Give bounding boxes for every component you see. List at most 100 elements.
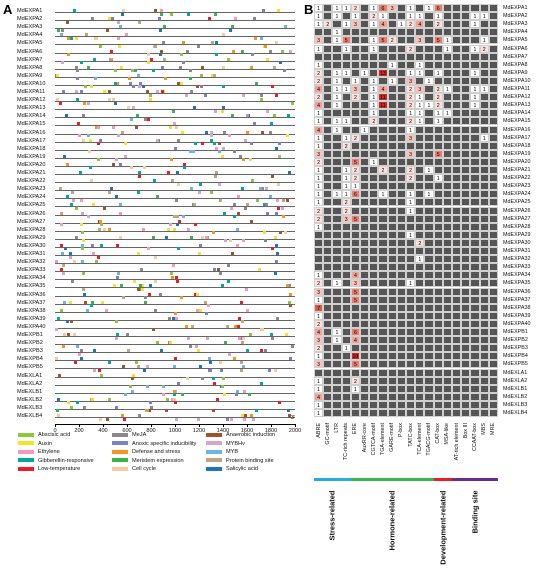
- motif-mark: [275, 243, 279, 247]
- category-bar: [452, 478, 498, 482]
- promoter-line: [55, 417, 295, 418]
- heatmap-cell: 2: [350, 93, 360, 102]
- heatmap-cell: 7: [314, 303, 324, 312]
- promoter-line: [55, 141, 295, 143]
- heatmap-cell: [424, 247, 434, 256]
- motif-mark: [70, 190, 74, 194]
- heatmap-cell: [378, 149, 388, 158]
- heatmap-cell: [461, 384, 471, 393]
- promoter-line: [55, 198, 295, 200]
- gene-label: MdEXPA3: [17, 24, 43, 31]
- motif-mark: [126, 333, 130, 336]
- motif-mark: [192, 203, 196, 207]
- heatmap-cell: [396, 190, 406, 199]
- heatmap-cell: [323, 85, 333, 94]
- heatmap-cell: 5: [350, 157, 360, 166]
- gene-label: MdEXPA32: [17, 259, 46, 266]
- motif-mark: [200, 85, 204, 89]
- heatmap-cell: [424, 174, 434, 183]
- heatmap-cell: [424, 255, 434, 264]
- motif-mark: [80, 243, 84, 247]
- motif-mark: [171, 397, 175, 401]
- motif-mark: [80, 349, 84, 353]
- motif-mark: [213, 12, 217, 16]
- motif-mark: [142, 166, 146, 170]
- heatmap-column-label: CGTCA-motif: [370, 423, 377, 456]
- heatmap-cell: [332, 311, 342, 320]
- heatmap-cell: [332, 263, 342, 272]
- heatmap-cell: [488, 319, 498, 328]
- heatmap-cell: [360, 247, 370, 256]
- heatmap-cell: [378, 255, 388, 264]
- motif-mark: [174, 417, 178, 421]
- motif-mark: [137, 190, 141, 194]
- heatmap-row-label: MdEXPA12: [503, 94, 531, 101]
- heatmap-cell: [461, 28, 471, 37]
- motif-mark: [277, 206, 281, 210]
- promoter-line: [55, 384, 295, 386]
- motif-mark: [73, 9, 77, 12]
- heatmap-cell: [461, 271, 471, 280]
- motif-mark: [160, 349, 164, 353]
- heatmap-cell: [378, 295, 388, 304]
- heatmap-cell: [452, 328, 462, 337]
- motif-mark: [287, 409, 291, 413]
- heatmap-cell: [452, 230, 462, 239]
- motif-mark: [205, 312, 209, 316]
- motif-mark: [79, 357, 83, 361]
- motif-mark: [223, 211, 227, 215]
- heatmap-cell: 1: [341, 190, 351, 199]
- heatmap-cell: [369, 409, 379, 418]
- heatmap-cell: [442, 384, 452, 393]
- heatmap-cell: [378, 198, 388, 207]
- promoter-line: [55, 287, 295, 289]
- motif-mark: [112, 125, 116, 129]
- heatmap-cell: [396, 328, 406, 337]
- heatmap-cell: [479, 117, 489, 126]
- heatmap-cell: [488, 271, 498, 280]
- motif-mark: [184, 93, 188, 97]
- heatmap-cell: [332, 238, 342, 247]
- heatmap-cell: [442, 141, 452, 150]
- heatmap-cell: [323, 222, 333, 231]
- heatmap-cell: [415, 157, 425, 166]
- motif-mark: [154, 308, 158, 312]
- promoter-line: [55, 295, 295, 297]
- heatmap-cell: [387, 117, 397, 126]
- heatmap-cell: [378, 174, 388, 183]
- heatmap-cell: 1: [396, 20, 406, 29]
- heatmap-cell: [387, 198, 397, 207]
- motif-mark: [126, 349, 130, 353]
- heatmap-cell: [488, 101, 498, 110]
- heatmap-row-label: MdEXPB4: [503, 353, 528, 360]
- motif-mark: [269, 122, 273, 126]
- heatmap-cell: [452, 125, 462, 134]
- heatmap-cell: [369, 182, 379, 191]
- heatmap-cell: [461, 409, 471, 418]
- heatmap-cell: [470, 230, 480, 239]
- heatmap-cell: 2: [314, 319, 324, 328]
- motif-mark: [260, 187, 264, 191]
- heatmap-cell: 2: [406, 44, 416, 53]
- heatmap-cell: [396, 279, 406, 288]
- gene-label: MdEXPA40: [17, 323, 46, 330]
- legend-item: MYB: [206, 449, 238, 455]
- motif-mark: [183, 166, 187, 170]
- motif-mark: [286, 284, 290, 288]
- legend-label: MYBHv: [226, 440, 245, 447]
- motif-mark: [113, 69, 117, 73]
- heatmap-cell: [433, 133, 443, 142]
- motif-mark: [187, 12, 191, 16]
- legend-swatch: [206, 449, 222, 454]
- heatmap-row-label: MdEXPA1: [503, 5, 528, 11]
- heatmap-cell: 1: [314, 190, 324, 199]
- heatmap-cell: [442, 52, 452, 61]
- heatmap-cell: [341, 328, 351, 337]
- heatmap-cell: [323, 157, 333, 166]
- heatmap-cell: [378, 238, 388, 247]
- motif-mark: [165, 235, 169, 239]
- heatmap-cell: [360, 182, 370, 191]
- heatmap-cell: [488, 263, 498, 272]
- heatmap-cell: [424, 85, 434, 94]
- heatmap-cell: [341, 279, 351, 288]
